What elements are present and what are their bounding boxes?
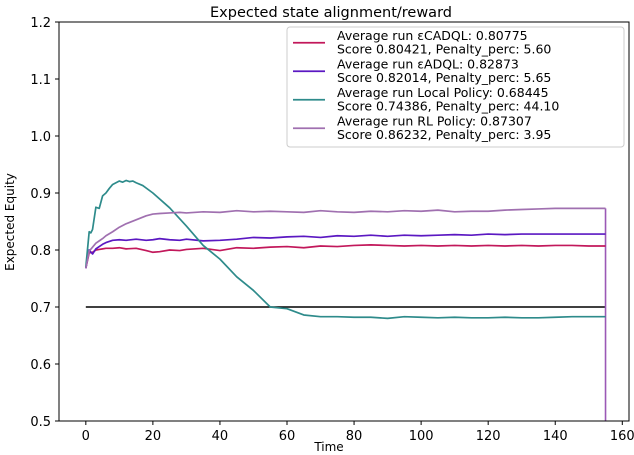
x-tick-label: 80 [346, 429, 363, 444]
y-tick-label: 1.2 [30, 16, 51, 31]
legend-entry-title-1: Average run εADQL: 0.82873 [337, 57, 519, 72]
legend-box [286, 26, 625, 148]
legend-entry-detail-1: Score 0.82014, Penalty_perc: 5.65 [337, 70, 551, 85]
x-tick-label: 140 [543, 429, 568, 444]
series-line-1 [84, 233, 606, 269]
legend-entry-detail-2: Score 0.74386, Penalty_perc: 44.10 [337, 99, 559, 114]
x-tick-label: 40 [212, 429, 229, 444]
x-tick-label: 20 [145, 429, 162, 444]
x-tick-label: 0 [82, 429, 90, 444]
legend-entry-detail-0: Score 0.80421, Penalty_perc: 5.60 [337, 42, 551, 57]
series-line-2 [84, 179, 606, 320]
y-tick-label: 0.8 [30, 244, 51, 259]
y-tick-label: 1.0 [30, 130, 51, 145]
legend-entry-title-0: Average run εCADQL: 0.80775 [337, 28, 528, 43]
x-axis-label: Time [313, 440, 343, 454]
y-tick-label: 0.5 [30, 415, 51, 430]
y-tick-label: 1.1 [30, 73, 51, 88]
y-tick-label: 0.7 [30, 301, 51, 316]
y-tick-label: 0.6 [30, 358, 51, 373]
x-tick-label: 100 [409, 429, 434, 444]
chart-title: Expected state alignment/reward [210, 5, 452, 21]
legend-entry-detail-3: Score 0.86232, Penalty_perc: 3.95 [337, 127, 551, 142]
y-tick-label: 0.9 [30, 187, 51, 202]
series-line-3 [84, 207, 606, 269]
x-tick-label: 60 [279, 429, 296, 444]
legend-entry-title-3: Average run RL Policy: 0.87307 [337, 114, 532, 129]
x-tick-label: 120 [476, 429, 501, 444]
x-tick-label: 160 [610, 429, 634, 444]
legend-entry-title-2: Average run Local Policy: 0.68445 [337, 85, 549, 100]
y-axis-label: Expected Equity [3, 173, 17, 271]
series-line-0 [84, 244, 606, 269]
plot-frame [58, 21, 630, 422]
